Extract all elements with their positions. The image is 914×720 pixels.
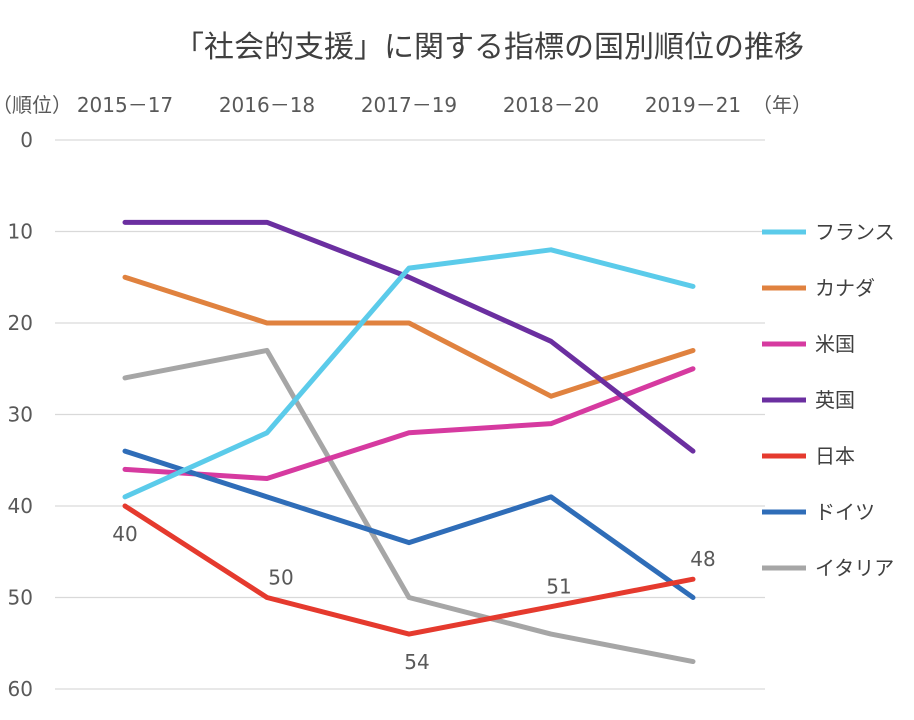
y-tick-label: 10 [8, 220, 33, 244]
y-tick-label: 20 [8, 311, 33, 335]
y-tick-label: 50 [8, 586, 33, 610]
y-tick-label: 40 [8, 494, 33, 518]
legend-label: カナダ [815, 276, 875, 300]
series-line-フランス [122, 247, 696, 500]
y-tick-label: 30 [8, 403, 33, 427]
legend-label: 米国 [815, 332, 855, 356]
x-tick-label: 2018－20 [503, 93, 599, 117]
x-axis-unit-label: （年） [752, 93, 812, 117]
y-axis-ticks: 0 10 20 30 40 50 60 [8, 128, 33, 701]
data-labels: 40 50 54 51 48 [112, 522, 715, 674]
x-tick-label: 2016－18 [219, 93, 315, 117]
x-axis-ticks: 2015－17 2016－18 2017－19 2018－20 2019－21 [77, 93, 741, 117]
legend-label: ドイツ [815, 500, 875, 524]
legend-label: 英国 [815, 388, 855, 412]
legend-label: イタリア [815, 556, 894, 580]
series-line-日本 [122, 503, 696, 637]
y-axis-unit-label: （順位） [0, 93, 72, 117]
series-line-カナダ [122, 274, 696, 399]
data-label: 51 [546, 575, 571, 599]
series-line-米国 [122, 366, 696, 482]
x-tick-label: 2017－19 [361, 93, 457, 117]
y-tick-label: 60 [8, 677, 33, 701]
series-lines [122, 219, 696, 665]
data-label: 50 [268, 566, 293, 590]
data-label: 54 [404, 650, 429, 674]
y-tick-label: 0 [20, 128, 33, 152]
data-label: 40 [112, 522, 137, 546]
series-line-イタリア [122, 347, 696, 665]
legend-label: 日本 [815, 444, 855, 468]
series-line-英国 [122, 219, 696, 454]
legend-label: フランス [815, 220, 895, 244]
data-label: 48 [690, 547, 715, 571]
series-line-ドイツ [122, 448, 696, 600]
chart-title: 「社会的支援」に関する指標の国別順位の推移 [174, 30, 804, 65]
x-tick-label: 2019－21 [645, 93, 741, 117]
x-tick-label: 2015－17 [77, 93, 173, 117]
